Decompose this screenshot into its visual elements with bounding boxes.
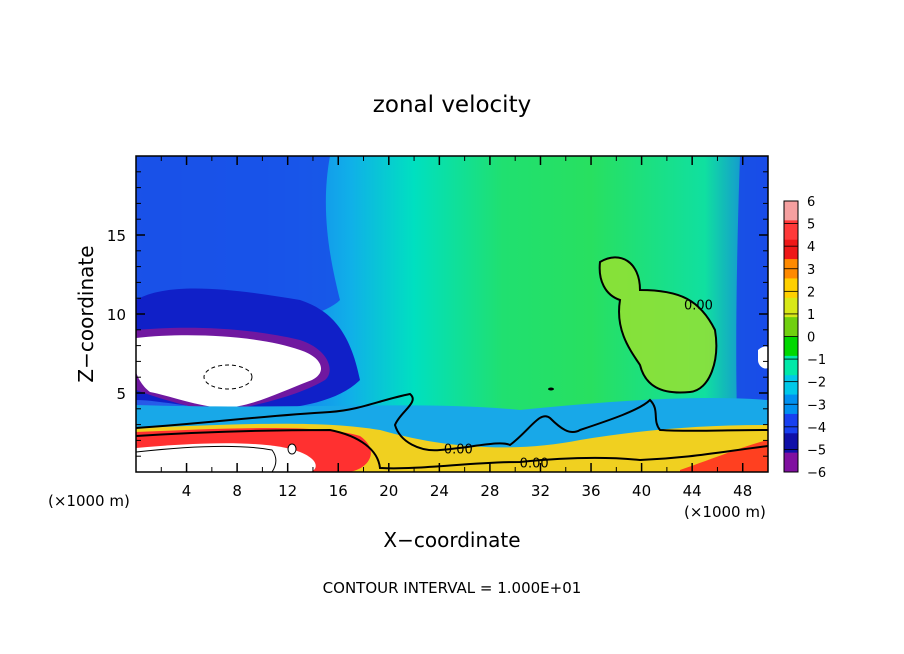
plot-area	[136, 156, 768, 472]
contour-line-upper	[136, 392, 768, 452]
colorbar-swatch	[784, 278, 798, 299]
x-tick-label: 48	[733, 482, 752, 500]
x-tick-label: 32	[531, 482, 550, 500]
colorbar-swatch	[784, 355, 798, 376]
y-tick-label: 5	[116, 385, 126, 403]
colorbar-label: 4	[807, 240, 815, 255]
colorbar-swatch	[784, 336, 798, 357]
colorbar-swatch	[784, 239, 798, 260]
x-tick-label: 4	[182, 482, 192, 500]
upper-blue-region	[136, 156, 340, 327]
colorbar-label: 6	[807, 195, 815, 210]
colorbar-label: −3	[807, 398, 826, 413]
contour-dashed	[203, 364, 253, 390]
surface-white-patch	[136, 443, 316, 472]
x-tick-label: 8	[232, 482, 242, 500]
contour-line-surface	[136, 445, 277, 472]
y-tick-label: 10	[107, 306, 126, 324]
colorbar-swatch	[784, 201, 798, 221]
colorbar-swatch	[784, 375, 798, 396]
white-region	[136, 335, 322, 408]
x-tick-label: 16	[329, 482, 348, 500]
colorbar-swatch	[784, 452, 798, 473]
x-unit-right: (×1000 m)	[684, 503, 766, 521]
contour-line-lower	[136, 428, 768, 470]
x-unit-left: (×1000 m)	[48, 492, 130, 510]
colorbar-swatch	[784, 433, 798, 454]
colorbar-swatch	[784, 317, 798, 337]
colorbar: 6 5 4 3 2 1 0 −1 −2 −3 −4 −5 −6	[783, 195, 826, 481]
x-axis-label: X−coordinate	[383, 528, 520, 552]
x-tick-label: 40	[632, 482, 651, 500]
contour-labels: 0.00 0.00 0.00	[444, 299, 713, 472]
contour-label: 0.00	[684, 299, 713, 314]
light-green-region	[599, 257, 717, 393]
colorbar-label: −2	[807, 376, 826, 391]
x-tick-label: 28	[480, 482, 499, 500]
contour-small	[287, 443, 297, 455]
contour-label: 0.00	[444, 442, 473, 457]
y-tick-label: 15	[107, 227, 126, 245]
chart-title: zonal velocity	[373, 92, 531, 118]
colorbar-label: −6	[807, 466, 826, 481]
contour-label: 0.00	[520, 457, 549, 472]
colorbar-label: 3	[807, 263, 815, 278]
contour-line-green	[598, 256, 718, 394]
colorbar-swatch	[784, 297, 798, 318]
x-tick-label: 36	[581, 482, 600, 500]
colorbar-label: −1	[807, 353, 826, 368]
x-tick-label: 20	[379, 482, 398, 500]
y-axis-label: Z−coordinate	[74, 245, 98, 382]
colorbar-label: 5	[807, 218, 815, 233]
colorbar-label: 2	[807, 285, 815, 300]
right-edge-white	[758, 346, 768, 369]
colorbar-label: −4	[807, 421, 826, 436]
contour-dot	[548, 387, 554, 391]
colorbar-label: 0	[807, 331, 815, 346]
contour-interval-footer: CONTOUR INTERVAL = 1.000E+01	[323, 579, 582, 597]
x-tick-label: 44	[683, 482, 702, 500]
colorbar-swatch	[784, 220, 798, 241]
colorbar-label: −5	[807, 443, 826, 458]
colorbar-label: 1	[807, 308, 815, 323]
y-axis: 5 10 15	[107, 171, 768, 457]
colorbar-swatch	[784, 413, 798, 434]
x-tick-label: 12	[278, 482, 297, 500]
x-axis: 4 8 12 16 20 24 28 32 36 40 44 48	[160, 156, 752, 500]
x-tick-label: 24	[430, 482, 449, 500]
